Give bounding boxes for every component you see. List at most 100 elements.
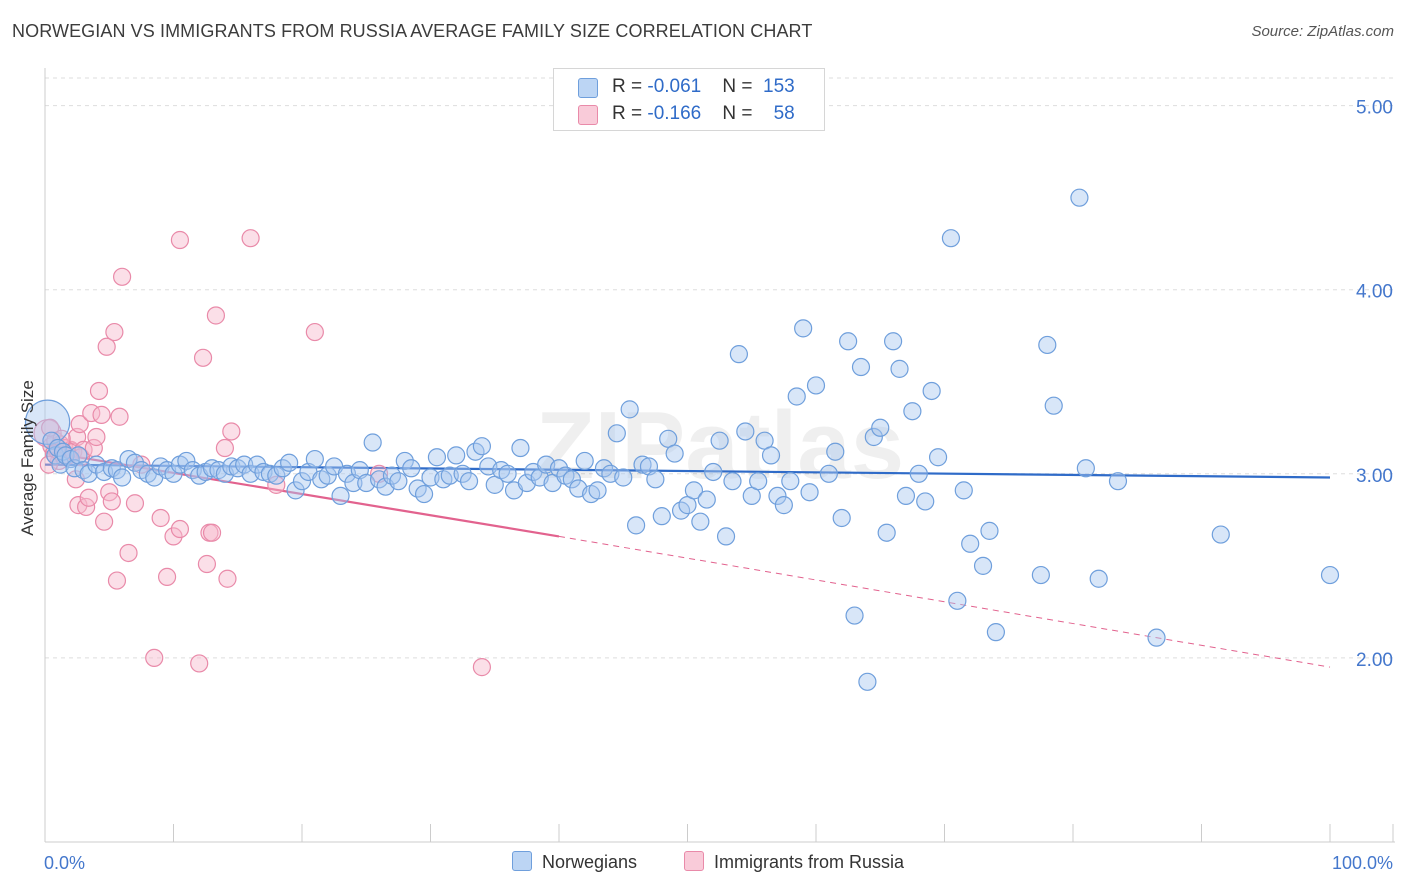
point-norwegians — [961, 534, 980, 553]
y-tick-label: 2.00 — [1356, 650, 1393, 671]
point-norwegians — [414, 484, 434, 504]
point-immigrants-from-russia — [190, 654, 209, 673]
point-immigrants-from-russia — [112, 267, 132, 286]
point-norwegians — [626, 516, 646, 535]
point-immigrants-from-russia — [119, 543, 138, 563]
point-norwegians — [826, 442, 845, 461]
point-immigrants-from-russia — [151, 508, 170, 528]
point-immigrants-from-russia — [92, 405, 111, 424]
point-norwegians — [453, 464, 472, 483]
series-immigrants-from-russia — [33, 229, 491, 677]
point-norwegians — [684, 481, 704, 500]
n-label: N = — [722, 76, 758, 97]
point-immigrants-from-russia — [79, 488, 98, 507]
point-norwegians — [896, 486, 916, 505]
point-norwegians — [1147, 628, 1166, 647]
point-norwegians — [24, 399, 71, 445]
point-immigrants-from-russia — [97, 337, 116, 356]
point-norwegians — [318, 466, 337, 485]
point-norwegians — [903, 402, 922, 421]
point-norwegians — [716, 527, 736, 546]
point-norwegians — [704, 462, 723, 482]
point-norwegians — [736, 422, 755, 441]
point-norwegians — [267, 466, 286, 485]
point-norwegians — [749, 472, 768, 491]
point-norwegians — [1089, 569, 1108, 588]
point-norwegians — [774, 496, 793, 515]
point-norwegians — [697, 490, 716, 509]
point-norwegians — [800, 483, 819, 502]
y-axis-label: Average Family Size — [18, 380, 37, 536]
legend-item-norwegians: Norwegians — [512, 851, 637, 873]
point-norwegians — [883, 332, 903, 351]
point-norwegians — [781, 472, 800, 491]
point-immigrants-from-russia — [197, 554, 217, 574]
point-norwegians — [42, 431, 61, 450]
point-norwegians — [1320, 565, 1340, 585]
point-immigrants-from-russia — [125, 494, 145, 513]
point-norwegians — [761, 446, 781, 465]
point-norwegians — [562, 470, 581, 489]
tick-labels: 2.00 3.00 4.00 5.00 0.0% 100.0% — [44, 98, 1393, 873]
point-norwegians — [286, 481, 305, 500]
point-immigrants-from-russia — [472, 658, 491, 677]
r-value: -0.166 — [647, 103, 702, 124]
r-label: R = — [612, 103, 648, 124]
point-norwegians — [710, 431, 729, 450]
x-tick-label: 100.0% — [1332, 853, 1393, 873]
point-norwegians — [948, 591, 967, 610]
point-norwegians — [363, 433, 382, 452]
point-norwegians — [858, 672, 877, 691]
point-immigrants-from-russia — [202, 523, 222, 542]
point-norwegians — [1076, 459, 1095, 478]
point-norwegians — [819, 464, 838, 483]
point-norwegians — [928, 448, 948, 467]
trend-line-norwegians — [44, 463, 1331, 479]
point-immigrants-from-russia — [267, 475, 286, 494]
point-norwegians — [646, 470, 665, 489]
point-norwegians — [549, 459, 569, 478]
n-label: N = — [722, 103, 758, 124]
point-norwegians — [1108, 472, 1128, 491]
point-norwegians — [832, 508, 851, 528]
point-norwegians — [389, 472, 408, 491]
correlation-legend: R = -0.061 N = 153 R = -0.166 N = 58 — [553, 68, 825, 131]
point-norwegians — [614, 468, 633, 487]
point-norwegians — [164, 464, 183, 483]
point-norwegians — [235, 455, 254, 474]
point-norwegians — [794, 319, 813, 338]
point-norwegians — [909, 464, 928, 483]
point-immigrants-from-russia — [241, 229, 260, 248]
point-norwegians — [112, 468, 132, 487]
point-norwegians — [633, 455, 652, 474]
point-norwegians — [280, 453, 299, 472]
point-norwegians — [941, 229, 961, 248]
legend-swatch-pink — [684, 851, 704, 871]
x-tick-label: 0.0% — [44, 853, 85, 873]
trend-line-immigrants-from-russia — [44, 450, 560, 538]
point-norwegians — [459, 472, 479, 491]
point-norwegians — [768, 486, 787, 505]
point-immigrants-from-russia — [89, 381, 109, 401]
point-norwegians — [806, 376, 826, 395]
point-norwegians — [402, 459, 421, 478]
point-norwegians — [729, 345, 749, 364]
point-norwegians — [511, 438, 530, 458]
point-norwegians — [1211, 525, 1230, 544]
chart-title: NORWEGIAN VS IMMIGRANTS FROM RUSSIA AVER… — [12, 21, 813, 41]
point-immigrants-from-russia — [145, 648, 164, 668]
point-norwegians — [395, 451, 414, 471]
point-immigrants-from-russia — [102, 492, 121, 511]
n-value: 153 — [763, 76, 795, 97]
point-norwegians — [1070, 188, 1089, 207]
point-immigrants-from-russia — [218, 569, 237, 588]
point-norwegians — [877, 523, 896, 542]
point-norwegians — [665, 444, 684, 463]
point-immigrants-from-russia — [105, 322, 124, 342]
point-norwegians — [472, 437, 491, 456]
point-norwegians — [890, 359, 909, 378]
point-norwegians — [79, 464, 98, 483]
point-norwegians — [447, 446, 466, 465]
point-immigrants-from-russia — [110, 407, 129, 426]
point-norwegians — [973, 556, 993, 575]
